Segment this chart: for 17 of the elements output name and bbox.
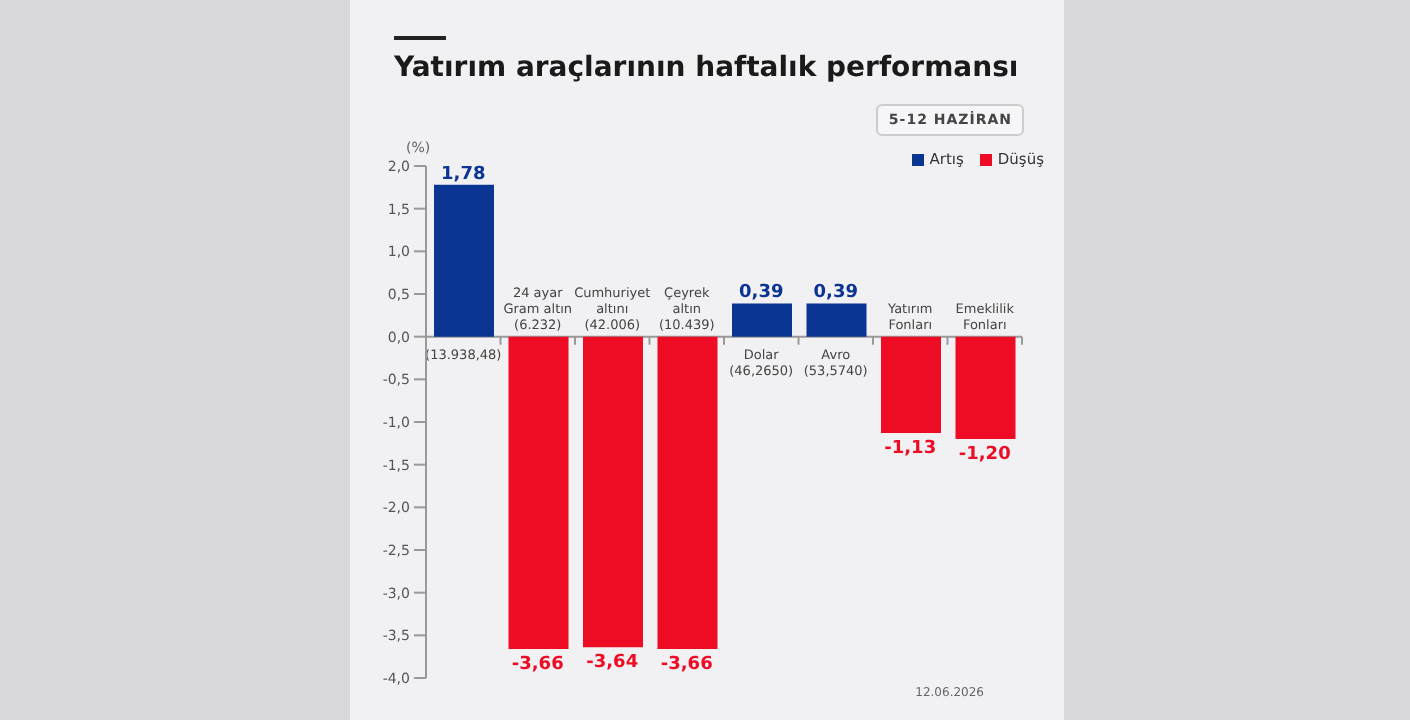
data-label: 0,39 <box>739 283 784 304</box>
data-label: 1,78 <box>441 164 486 185</box>
bar <box>955 336 1016 440</box>
data-label: -3,64 <box>586 653 639 674</box>
bar <box>583 336 643 648</box>
data-label: -1,13 <box>884 439 937 460</box>
data-label: 0,39 <box>813 283 858 304</box>
bar <box>434 184 494 337</box>
bar <box>657 336 718 649</box>
bar <box>806 303 867 337</box>
data-label: -3,66 <box>511 654 564 675</box>
bar <box>881 336 941 434</box>
data-label: -3,66 <box>660 654 713 675</box>
bar <box>732 303 792 337</box>
bar <box>508 336 569 649</box>
data-label: -1,20 <box>958 445 1011 466</box>
chart-title: Yatırım araçlarının haftalık performansı <box>394 52 1019 84</box>
